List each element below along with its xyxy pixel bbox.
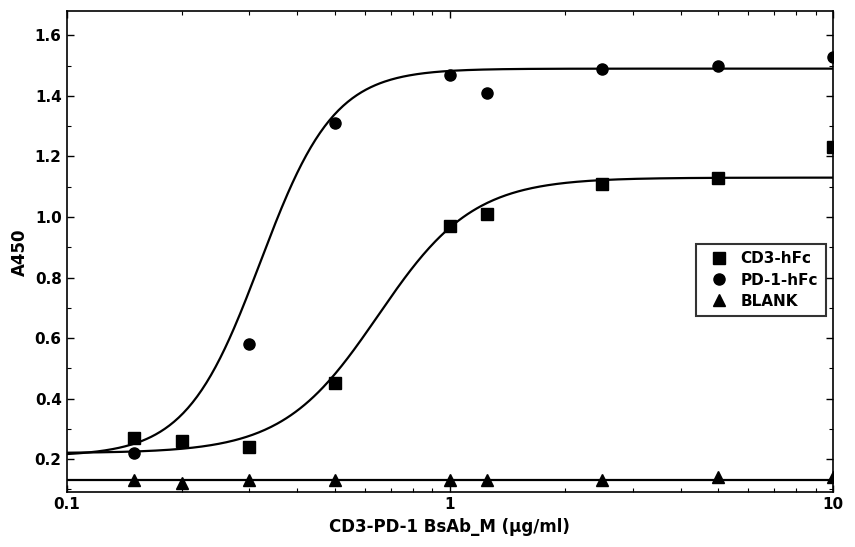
BLANK [713,474,723,481]
PD-1-hFc [598,65,608,72]
CD3-hFc [713,174,723,181]
PD-1-hFc [713,62,723,69]
CD3-hFc [245,444,255,450]
BLANK [445,477,455,484]
PD-1-hFc [129,450,139,456]
BLANK [598,477,608,484]
PD-1-hFc [245,341,255,347]
Legend: CD3-hFc, PD-1-hFc, BLANK: CD3-hFc, PD-1-hFc, BLANK [696,244,826,316]
CD3-hFc [329,380,339,387]
PD-1-hFc [482,90,492,96]
CD3-hFc [482,211,492,217]
BLANK [482,477,492,484]
CD3-hFc [828,144,839,150]
BLANK [245,477,255,484]
PD-1-hFc [329,120,339,126]
CD3-hFc [445,223,455,229]
CD3-hFc [129,435,139,441]
Line: BLANK: BLANK [128,472,839,489]
CD3-hFc [598,181,608,187]
Line: PD-1-hFc: PD-1-hFc [128,51,839,459]
PD-1-hFc [828,53,839,60]
BLANK [177,480,187,487]
Y-axis label: A450: A450 [11,228,29,276]
BLANK [129,477,139,484]
PD-1-hFc [445,72,455,78]
Line: CD3-hFc: CD3-hFc [128,142,839,452]
BLANK [828,474,839,481]
CD3-hFc [177,438,187,444]
PD-1-hFc [177,438,187,444]
BLANK [329,477,339,484]
X-axis label: CD3-PD-1 BsAb_M (μg/ml): CD3-PD-1 BsAb_M (μg/ml) [329,518,570,536]
